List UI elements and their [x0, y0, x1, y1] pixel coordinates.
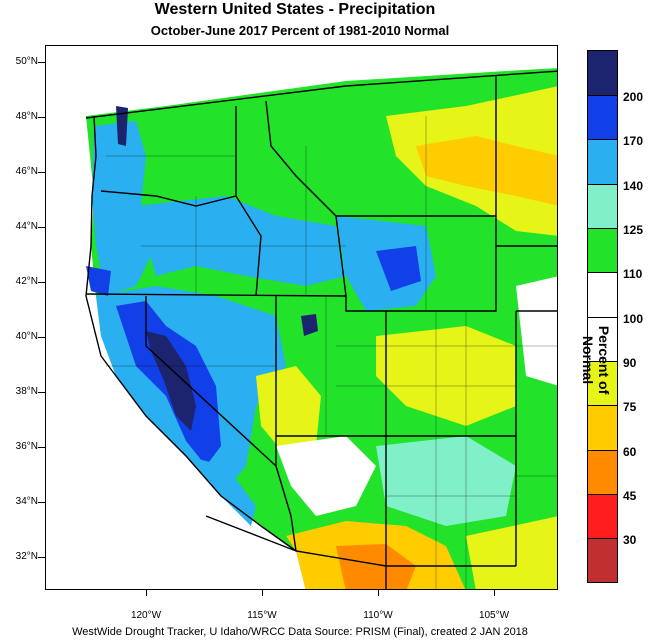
lat-tick: [38, 392, 45, 393]
lat-tick: [38, 447, 45, 448]
precipitation-map: [45, 45, 558, 590]
colorbar-swatch-30-45: [588, 495, 617, 539]
county-boundaries: [106, 116, 557, 589]
lat-tick: [38, 62, 45, 63]
lon-tick: [378, 590, 379, 596]
lon-tick: [494, 590, 495, 596]
colorbar-title: Percent of Normal: [580, 325, 612, 395]
map-canvas: [46, 46, 557, 589]
colorbar-swatch-75-90: [588, 362, 617, 406]
map-title: Western United States - Precipitation: [154, 1, 436, 18]
region-kansas-normal: [516, 276, 557, 386]
region-great-basin-dry: [256, 366, 321, 456]
colorbar-label: 45: [623, 489, 637, 503]
region-puget-dark: [116, 106, 128, 146]
region-mojave-normal: [276, 436, 376, 516]
lat-label: 36°N: [15, 441, 38, 452]
colorbar-label: 60: [623, 445, 637, 459]
lat-tick: [38, 337, 45, 338]
lat-tick: [38, 502, 45, 503]
colorbar-swatch-below-30: [588, 539, 617, 582]
colorbar-swatch-140-170: [588, 140, 617, 185]
colorbar-label: 170: [623, 134, 644, 148]
region-sierra-dark: [146, 331, 196, 431]
colorbar-swatch-60-75: [588, 406, 617, 451]
colorbar-label: 75: [623, 400, 637, 414]
region-pnw-coast: [92, 121, 156, 296]
region-texas-dry: [466, 516, 557, 589]
region-colorado-dry: [376, 326, 516, 426]
colorbar-label: 125: [623, 223, 644, 237]
lon-label: 105°W: [478, 610, 510, 621]
lon-label: 110°W: [363, 610, 393, 621]
colorbar-label: 30: [623, 533, 637, 547]
colorbar-swatch-125-140: [588, 185, 617, 229]
lon-tick: [262, 590, 263, 596]
colorbar-swatch-200-plus: [588, 51, 617, 96]
region-arizona-aqua: [376, 436, 516, 526]
lat-label: 38°N: [15, 386, 38, 397]
lat-tick: [38, 117, 45, 118]
lon-tick: [146, 590, 147, 596]
lat-label: 50°N: [15, 56, 38, 67]
region-southern-arizona-orange: [336, 544, 416, 589]
colorbar-swatch-100-110: [588, 273, 617, 318]
colorbar-swatch-170-200: [588, 96, 617, 140]
lat-tick: [38, 282, 45, 283]
colorbar-label: 90: [623, 356, 637, 370]
lat-label: 42°N: [15, 276, 38, 287]
state-boundaries: [85, 70, 557, 589]
lat-label: 40°N: [15, 331, 38, 342]
lat-tick: [38, 172, 45, 173]
lat-tick: [38, 227, 45, 228]
lat-label: 32°N: [15, 551, 38, 562]
region-wyoming-blue: [376, 246, 421, 291]
region-oregon-interior: [136, 196, 346, 286]
region-nw-california-blue: [86, 266, 111, 296]
lat-label: 46°N: [15, 166, 38, 177]
region-northern-plains-gold: [416, 136, 557, 206]
lat-label: 44°N: [15, 221, 38, 232]
legend-colorbar: [587, 50, 618, 583]
map-footer-credit: WestWide Drought Tracker, U Idaho/WRCC D…: [72, 626, 528, 638]
map-subtitle: October-June 2017 Percent of 1981-2010 N…: [150, 23, 450, 38]
lat-label: 34°N: [15, 496, 38, 507]
colorbar-label: 200: [623, 90, 644, 104]
colorbar-swatch-110-125: [588, 229, 617, 273]
colorbar-swatch-45-60: [588, 451, 617, 495]
colorbar-label: 110: [623, 267, 643, 281]
colorbar-label: 100: [623, 312, 644, 326]
colorbar-swatch-90-100: [588, 318, 617, 362]
colorbar-label: 140: [623, 179, 644, 193]
pacific-coastline: [85, 115, 297, 552]
great-salt-lake: [301, 314, 318, 336]
lat-tick: [38, 557, 45, 558]
lat-label: 48°N: [15, 111, 38, 122]
lon-label: 120°W: [130, 610, 162, 621]
lon-label: 115°W: [247, 610, 277, 621]
